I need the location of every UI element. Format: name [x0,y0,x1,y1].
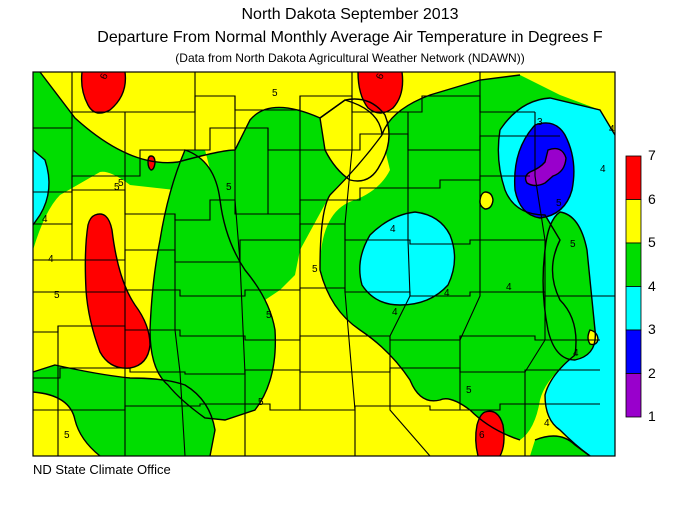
contour-label: 4 [390,224,396,235]
county-line-col-7 [389,112,431,457]
legend-label: 2 [648,364,656,381]
contour-6-west-tiny [147,155,156,171]
fill-5-6-southwest-pocket [33,392,100,456]
contour-5-east [319,134,521,441]
map-source-note: (Data from North Dakota Agricultural Wea… [175,51,525,65]
county-line-col-8 [459,72,481,410]
contour-3-northeast [513,122,575,219]
contour-4-east [497,97,616,457]
contour-label: 5 [226,182,232,193]
county-line-row-6 [33,325,600,341]
state-outline [32,71,616,457]
county-line-row-5 [33,287,615,297]
fill-3-4-west-edge [33,150,49,225]
contour-label: 4 [392,307,398,318]
contour-label: 5 [54,290,60,301]
contour-5-west-central [149,149,277,421]
contour-label: 4 [48,254,54,265]
contour-5-mid-pocket [319,98,390,182]
fill-4-5-northwest [33,72,382,302]
fill-5-6-mid-pocket [320,99,389,181]
credit-text: ND State Climate Office [33,462,171,477]
legend-color-swatch [625,199,642,244]
contour-label: 4 [573,348,579,359]
legend-color-bar [625,155,642,418]
contour-label: 5 [118,178,124,189]
contour-4-far-southeast [534,435,591,457]
fill-6-7-north-central [358,72,403,113]
legend-label: 3 [648,321,656,337]
contour-label: 4 [609,124,615,135]
map-subtitle: Departure From Normal Monthly Average Ai… [97,29,603,46]
contour-5-small-pocket [479,191,494,210]
contour-label: 5 [312,264,318,275]
contour-label: 5 [556,198,562,209]
legend-color-swatch [625,155,642,200]
contour-4-central-east [359,211,456,306]
county-line-col-6 [344,72,356,456]
contour-lines [32,71,616,457]
map-title: North Dakota September 2013 [241,6,459,23]
legend-label: 6 [648,190,656,207]
fill-5-6-small-pocket [479,192,493,209]
legend-label: 7 [648,147,656,163]
fill-3-4-central-east [359,212,455,305]
contour-label: 4 [42,214,48,225]
contour-4-west-edge [32,149,50,226]
contour-5-southwest [32,364,216,457]
contour-label: 6 [479,430,485,441]
contour-4-east-island [542,211,597,361]
temperature-contour-fills [33,72,615,456]
contour-5-east-island [587,329,599,346]
contour-value-labels: 6 6 5 5 5 5 5 5 4 4 4 4 4 4 4 5 5 5 5 6 … [42,72,615,441]
contour-label: 4 [600,164,606,175]
legend-color-swatch [625,286,642,331]
contour-label: 3 [537,117,543,128]
contour-6-west [84,213,151,369]
contour-label: 4 [444,288,450,299]
contour-6-southeast [475,410,505,457]
fill-6-7-southeast [475,411,504,456]
legend-label: 1 [648,408,656,424]
contour-label: 6 [374,72,386,81]
county-boundaries [33,72,615,457]
contour-label: 5 [266,310,272,321]
county-line-col-9 [524,112,546,456]
fill-1-2-northeast [525,148,566,186]
legend-label: 5 [648,234,656,250]
legend-color-swatch [625,373,642,418]
contour-6-northwest [80,71,127,114]
fill-6-7-west-tiny [148,156,155,170]
contour-label: 5 [114,182,120,193]
legend-color-swatch [625,329,642,374]
contour-label: 5 [570,239,576,250]
contour-label: 4 [506,282,512,293]
contour-label: 4 [544,418,550,429]
fill-4-5-far-southeast [530,436,590,456]
contour-label: 5 [64,430,70,441]
contour-5-southwest-inner [32,391,101,457]
legend-color-swatch [625,242,642,287]
contour-label: 5 [272,88,278,99]
contour-6-north-central [357,71,404,114]
contour-2-northeast [524,147,567,187]
contour-label: 5 [466,385,472,396]
contour-label: 6 [98,72,110,81]
contour-label: 5 [258,397,264,408]
county-line-col-3 [174,214,186,457]
legend-label: 4 [648,277,656,294]
fill-6-7-northwest [81,72,126,114]
county-line-row-8 [33,403,600,411]
contour-5-northwest [39,71,521,164]
